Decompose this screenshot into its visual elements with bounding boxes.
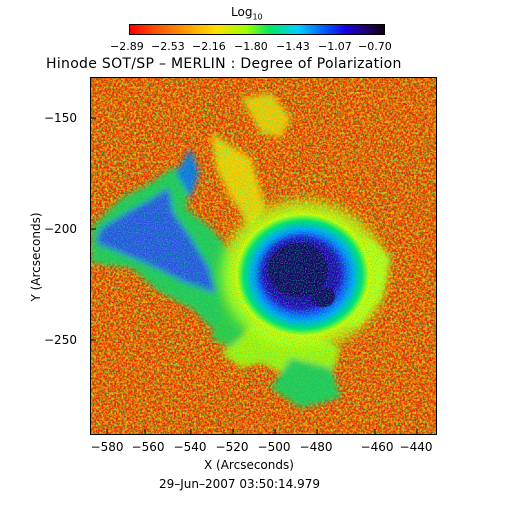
polarization-image bbox=[91, 78, 436, 434]
x-tick-label: −560 bbox=[131, 440, 165, 454]
colorbar-tick-label: −2.53 bbox=[151, 40, 185, 53]
colorbar-tick-label: −1.43 bbox=[276, 40, 310, 53]
observation-timestamp: 29–Jun–2007 03:50:14.979 bbox=[159, 477, 320, 491]
plot-title: Hinode SOT/SP – MERLIN : Degree of Polar… bbox=[46, 56, 402, 72]
colorbar-tick-label: −0.70 bbox=[358, 40, 392, 53]
x-tick-label: −580 bbox=[90, 440, 124, 454]
colorbar-tick-label: −2.89 bbox=[110, 40, 144, 53]
colorbar-tick-label: −1.80 bbox=[234, 40, 268, 53]
y-axis-label: Y (Arcseconds) bbox=[29, 212, 43, 302]
colorbar-tick-label: −2.16 bbox=[192, 40, 226, 53]
colorbar bbox=[129, 24, 385, 35]
x-axis-label: X (Arcseconds) bbox=[204, 458, 294, 472]
x-tick-label: −540 bbox=[173, 440, 207, 454]
x-tick-label: −520 bbox=[215, 440, 249, 454]
x-tick-label: −440 bbox=[399, 440, 433, 454]
polarization-map bbox=[90, 77, 437, 435]
x-tick-label: −480 bbox=[299, 440, 333, 454]
x-tick-label: −460 bbox=[360, 440, 394, 454]
colorbar-tick-label: −1.07 bbox=[318, 40, 352, 53]
y-tick-label: −200 bbox=[44, 222, 77, 236]
x-tick-label: −500 bbox=[257, 440, 291, 454]
colorbar-title: Log10 bbox=[231, 5, 263, 22]
y-tick-label: −250 bbox=[44, 333, 77, 347]
y-tick-label: −150 bbox=[44, 111, 77, 125]
